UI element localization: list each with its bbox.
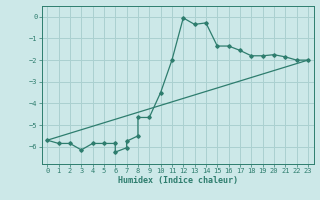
X-axis label: Humidex (Indice chaleur): Humidex (Indice chaleur) [118,176,237,185]
